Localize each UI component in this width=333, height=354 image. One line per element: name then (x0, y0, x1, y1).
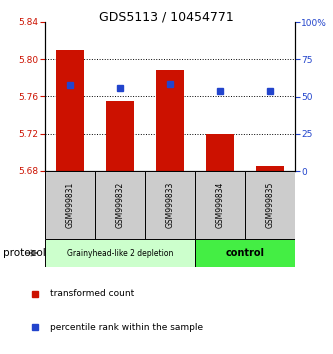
Bar (195, 239, 295, 267)
Bar (45, 239, 195, 267)
Bar (156, 70, 184, 171)
Text: GSM999831: GSM999831 (66, 182, 75, 228)
Text: Grainyhead-like 2 depletion: Grainyhead-like 2 depletion (67, 249, 173, 257)
Bar (56, 50, 84, 171)
Text: transformed count: transformed count (50, 289, 134, 298)
Bar (195, 171, 245, 239)
Bar (145, 171, 195, 239)
Text: control: control (225, 248, 264, 258)
Text: GDS5113 / 10454771: GDS5113 / 10454771 (99, 10, 234, 23)
Bar (256, 166, 284, 171)
Bar (45, 171, 95, 239)
Text: GSM999834: GSM999834 (215, 182, 224, 228)
Bar (106, 101, 134, 171)
Text: percentile rank within the sample: percentile rank within the sample (50, 323, 203, 332)
Text: GSM999832: GSM999832 (116, 182, 125, 228)
Text: protocol: protocol (3, 248, 46, 258)
Text: GSM999833: GSM999833 (166, 182, 174, 228)
Bar (206, 134, 234, 171)
Bar (95, 171, 145, 239)
Bar (245, 171, 295, 239)
Text: GSM999835: GSM999835 (265, 182, 274, 228)
